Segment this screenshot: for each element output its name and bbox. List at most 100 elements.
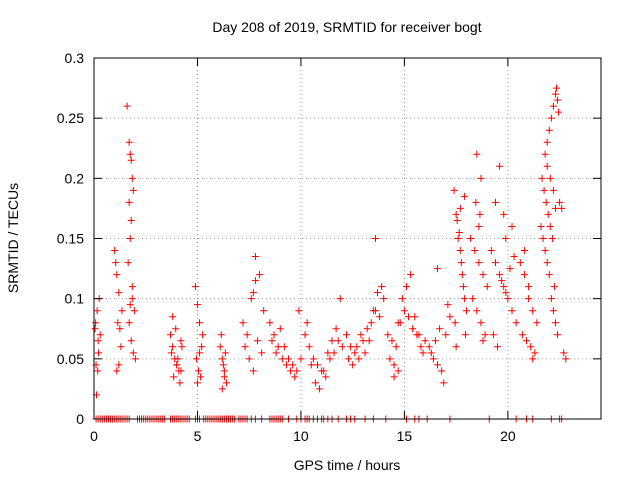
data-point xyxy=(510,253,518,261)
data-point xyxy=(452,210,460,218)
data-point xyxy=(221,349,229,357)
data-point xyxy=(520,247,528,255)
data-point xyxy=(384,331,392,339)
data-point xyxy=(407,271,415,279)
data-point xyxy=(560,349,568,357)
data-point xyxy=(328,337,336,345)
data-point xyxy=(390,361,398,369)
data-point xyxy=(549,102,557,110)
data-point xyxy=(220,373,228,381)
data-point xyxy=(192,355,200,363)
data-point xyxy=(126,150,134,158)
data-point xyxy=(489,331,497,339)
data-point xyxy=(460,192,468,200)
data-point xyxy=(516,259,524,267)
data-point xyxy=(177,367,185,375)
data-point xyxy=(95,349,103,357)
data-point xyxy=(247,295,255,303)
data-point xyxy=(113,271,121,279)
data-point xyxy=(125,138,133,146)
data-point xyxy=(502,289,510,297)
data-point xyxy=(472,198,480,206)
data-point xyxy=(169,343,177,351)
data-point xyxy=(543,162,551,170)
data-point xyxy=(347,343,355,351)
data-point xyxy=(394,367,402,375)
data-point xyxy=(345,355,353,363)
data-point xyxy=(457,259,465,267)
data-point xyxy=(307,361,315,369)
data-point xyxy=(313,361,321,369)
data-point xyxy=(127,337,135,345)
data-point xyxy=(459,283,467,291)
data-point xyxy=(411,313,419,321)
data-point xyxy=(453,216,461,224)
data-point xyxy=(471,247,479,255)
data-point xyxy=(216,343,224,351)
chart-title: Day 208 of 2019, SRMTID for receiver bog… xyxy=(212,19,481,35)
data-point xyxy=(531,349,539,357)
data-point xyxy=(270,331,278,339)
data-point xyxy=(243,331,251,339)
data-point xyxy=(455,228,463,236)
data-point xyxy=(376,313,384,321)
data-point xyxy=(169,313,177,321)
data-point xyxy=(556,198,564,206)
data-point xyxy=(173,361,181,369)
data-point xyxy=(196,349,204,357)
data-point xyxy=(218,385,226,393)
data-point xyxy=(330,349,338,357)
data-point xyxy=(126,235,134,242)
data-point xyxy=(473,150,481,158)
data-point xyxy=(450,186,458,194)
data-point xyxy=(266,319,274,327)
data-point xyxy=(272,349,280,357)
data-point xyxy=(388,337,396,345)
data-point xyxy=(546,174,554,182)
data-point xyxy=(496,271,504,279)
data-point xyxy=(504,295,512,303)
data-point xyxy=(369,307,377,315)
data-point xyxy=(93,307,101,315)
data-point xyxy=(533,319,541,327)
data-point xyxy=(502,235,510,242)
data-point xyxy=(324,349,332,357)
data-point xyxy=(462,307,470,315)
x-tick-label: 10 xyxy=(293,428,309,444)
data-point xyxy=(547,114,555,122)
data-point xyxy=(475,222,483,230)
data-point xyxy=(91,325,99,333)
data-point xyxy=(479,271,487,279)
data-point xyxy=(96,331,104,339)
data-point xyxy=(500,210,508,218)
data-point xyxy=(436,325,444,333)
data-point xyxy=(219,361,227,369)
data-point xyxy=(409,325,417,333)
data-point xyxy=(196,319,204,327)
data-point xyxy=(425,343,433,351)
data-point xyxy=(386,355,394,363)
data-point xyxy=(469,295,477,303)
data-point xyxy=(309,355,317,363)
x-axis-label: GPS time / hours xyxy=(294,457,401,473)
data-point xyxy=(167,331,175,339)
data-point xyxy=(477,319,485,327)
data-point xyxy=(525,283,533,291)
data-point xyxy=(481,331,489,339)
data-point xyxy=(268,337,276,345)
data-point xyxy=(456,247,464,255)
data-point xyxy=(475,259,483,267)
data-point xyxy=(498,277,506,285)
data-point xyxy=(193,301,201,309)
data-point xyxy=(220,367,228,375)
data-point xyxy=(178,343,186,351)
data-point xyxy=(115,289,123,297)
y-axis: 0 0.05 0.1 0.15 0.2 0.25 0.3 xyxy=(57,50,601,427)
data-point xyxy=(198,343,206,351)
data-point xyxy=(500,283,508,291)
data-point xyxy=(113,367,121,375)
data-point xyxy=(444,301,452,309)
data-point xyxy=(477,174,485,182)
data-point xyxy=(473,307,481,315)
data-point xyxy=(125,319,133,327)
